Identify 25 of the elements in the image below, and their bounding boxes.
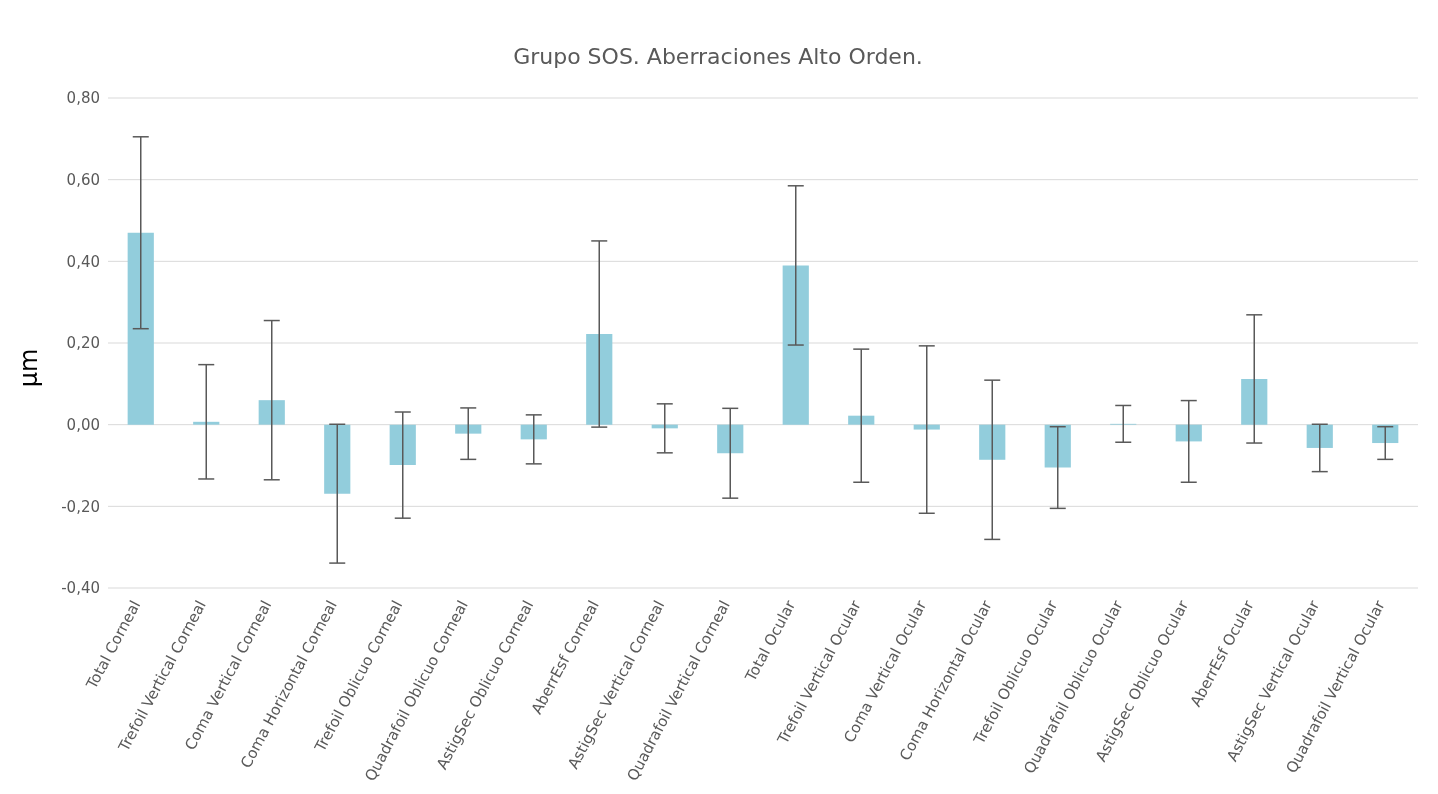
- y-tick-label: -0,40: [61, 579, 100, 598]
- y-tick-label: 0,00: [66, 415, 100, 434]
- bar: [913, 424, 940, 430]
- y-tick-label: 0,60: [66, 170, 100, 189]
- bar: [782, 265, 809, 425]
- bar: [1372, 424, 1399, 444]
- bar: [389, 424, 416, 466]
- bar: [193, 421, 220, 425]
- bar: [717, 424, 744, 454]
- bar: [1044, 424, 1071, 468]
- bar: [1241, 378, 1268, 425]
- bar: [258, 400, 285, 425]
- y-tick-label: 0,80: [66, 89, 100, 108]
- y-tick-label: -0,20: [61, 497, 100, 516]
- y-tick-label: 0,40: [66, 252, 100, 271]
- y-tick-label: 0,20: [66, 334, 100, 353]
- bar: [127, 232, 154, 425]
- bar: [979, 424, 1006, 460]
- bar: [455, 424, 482, 434]
- chart-title: Grupo SOS. Aberraciones Alto Orden.: [512, 44, 924, 69]
- bar: [324, 424, 351, 494]
- y-axis-title: µm: [15, 348, 43, 388]
- bar: [586, 334, 613, 425]
- bar: [1306, 424, 1333, 448]
- bar: [848, 415, 875, 425]
